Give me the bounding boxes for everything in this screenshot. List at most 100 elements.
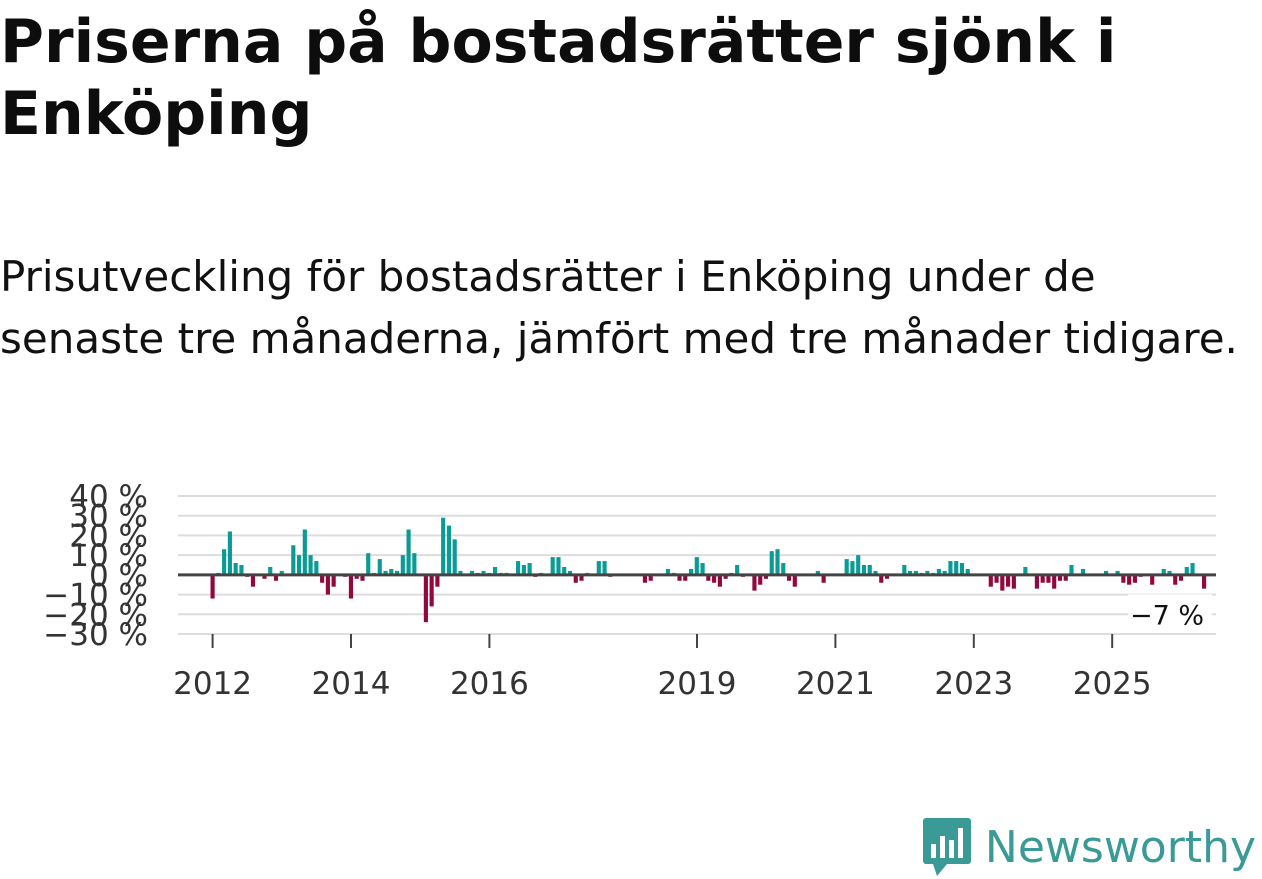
y-tick-label: 40 % (69, 479, 148, 515)
data-bar (527, 563, 532, 575)
data-bar (965, 568, 970, 575)
data-bar (856, 555, 861, 575)
data-bar (296, 555, 302, 575)
x-tick-label: 2016 (450, 666, 529, 702)
data-bar (1000, 574, 1005, 591)
data-bar (556, 557, 561, 575)
data-bar (1063, 574, 1068, 581)
data-bar (314, 561, 319, 575)
data-bar (994, 574, 999, 583)
chart-subtitle: Prisutveckling för bostadsrätter i Enköp… (0, 252, 1238, 363)
data-bar (688, 568, 694, 575)
newsworthy-logo: Newsworthy (922, 817, 1256, 877)
data-bar (435, 574, 440, 587)
data-bar (262, 574, 267, 579)
data-bar (567, 570, 573, 575)
data-bar (596, 561, 601, 575)
data-bar (763, 574, 769, 579)
data-bar (446, 525, 452, 575)
data-bar (325, 574, 330, 595)
data-bar (320, 574, 325, 583)
data-bar (562, 566, 567, 575)
data-bar (902, 565, 907, 575)
data-bar (492, 566, 498, 575)
data-bar (394, 570, 400, 575)
data-bar (821, 574, 826, 583)
newsworthy-logo-icon (922, 818, 971, 876)
data-bar (279, 570, 284, 575)
y-tick-label: 10 % (69, 538, 148, 574)
data-bar (412, 553, 417, 575)
data-bar (861, 565, 867, 575)
data-bar (694, 557, 699, 575)
data-bar (400, 555, 405, 575)
data-bar (1190, 563, 1195, 575)
data-bar (250, 574, 256, 587)
data-bar (1006, 574, 1011, 587)
data-bar (717, 574, 722, 587)
data-bar (268, 566, 273, 575)
x-tick-label: 2012 (173, 666, 252, 702)
brand-name: Newsworthy (984, 821, 1256, 873)
data-bar (925, 570, 930, 575)
x-tick-label: 2025 (1073, 666, 1152, 702)
data-bar (423, 574, 428, 623)
page-title: Priserna på bostadsrätter sjönk i Enköpi… (0, 7, 1117, 149)
data-bar (273, 574, 279, 581)
last-value-label-bg (1128, 594, 1212, 631)
data-bar (781, 563, 786, 575)
data-bar (383, 570, 388, 575)
data-bar (1178, 574, 1184, 581)
data-bar (879, 574, 884, 583)
x-tick-label: 2023 (934, 666, 1013, 702)
label-layer: 40 %30 %20 %10 %0 %−10 %−20 %−30 % 2012 20… (43, 479, 1212, 702)
data-bar (429, 574, 434, 607)
y-tick-label: −20 % (43, 597, 148, 633)
data-bar (469, 570, 475, 575)
data-bar (602, 561, 607, 575)
data-bar (1115, 570, 1120, 575)
data-bar (441, 517, 446, 575)
data-bar (908, 570, 913, 575)
data-bar (1011, 574, 1016, 589)
data-bar (792, 574, 797, 587)
y-tick-label: 20 % (69, 518, 148, 554)
data-bar (573, 574, 578, 583)
data-bar (850, 561, 855, 575)
data-bar (1057, 574, 1063, 581)
bar-layer (210, 517, 1207, 623)
data-bar (1023, 566, 1028, 575)
data-bar (786, 574, 792, 581)
x-tick-label: 2021 (796, 666, 875, 702)
data-bar (712, 574, 717, 583)
data-bar (706, 574, 711, 581)
data-bar (291, 545, 296, 575)
data-bar (521, 565, 526, 575)
data-bar (452, 539, 457, 575)
bar-chart: 40 %30 %20 %10 %0 %−10 %−20 %−30 % 2012 20… (43, 479, 1216, 702)
data-bar (308, 555, 313, 575)
data-bar (579, 574, 584, 581)
data-bar (683, 574, 688, 581)
data-bar (723, 574, 728, 579)
data-bar (867, 565, 872, 575)
data-bar (239, 565, 244, 575)
y-tick-label: 0 % (89, 558, 148, 594)
data-bar (1201, 574, 1207, 589)
data-bar (1167, 570, 1172, 575)
data-bar (913, 570, 918, 575)
data-bar (1184, 566, 1189, 575)
data-bar (1104, 570, 1109, 575)
data-bar (677, 574, 682, 581)
data-bar (884, 574, 890, 579)
data-bar (642, 574, 647, 583)
data-bar (233, 563, 238, 575)
data-bar (377, 559, 382, 575)
data-bar (1069, 565, 1074, 575)
data-bar (1080, 568, 1086, 575)
data-bar (942, 570, 947, 575)
data-bar (1127, 574, 1132, 585)
data-bar (665, 568, 671, 575)
data-bar (648, 574, 653, 581)
x-tick-label: 2014 (312, 666, 391, 702)
